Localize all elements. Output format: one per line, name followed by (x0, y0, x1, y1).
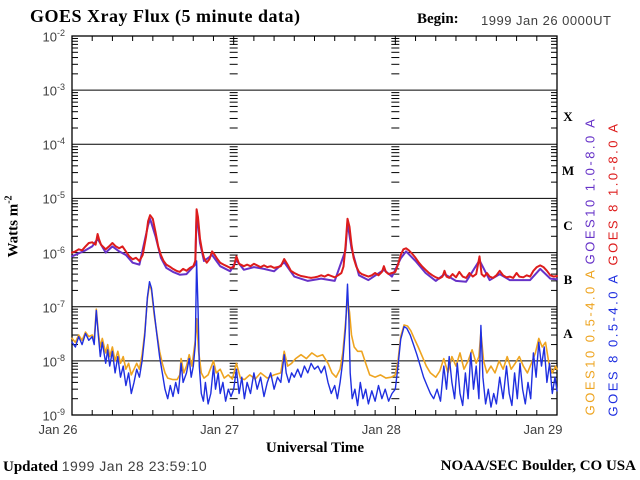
y-tick-label: 10-6 (42, 244, 65, 261)
y-tick-label: 10-2 (42, 28, 65, 45)
y-tick-label: 10-3 (42, 82, 65, 99)
legend-goes10-short: GOES10 0.5-4.0 A (582, 267, 598, 416)
x-axis-title: Universal Time (265, 440, 365, 456)
y-tick-label: 10-7 (42, 298, 65, 316)
trace-GOES-8-1-0-8-0-A (71, 208, 558, 280)
chart-title: GOES Xray Flux (5 minute data) (30, 6, 301, 26)
trace-GOES-8-0-5-4-0-A (71, 260, 558, 408)
credit-text: NOAA/SEC Boulder, CO USA (440, 458, 636, 474)
trace-GOES10-0-5-4-0-A (71, 283, 558, 381)
begin-value: 1999 Jan 26 0000UT (481, 13, 612, 28)
y-tick-label: 10-5 (42, 190, 65, 207)
y-axis-title: Watts m-2 (3, 195, 22, 258)
y-tick-label: 10-4 (42, 136, 65, 153)
x-tick-label: Jan 28 (361, 422, 401, 437)
flare-class-letter-X: X (563, 109, 573, 125)
x-tick-label: Jan 27 (200, 422, 240, 437)
updated-timestamp: Updated 1999 Jan 28 23:59:10 (3, 458, 208, 475)
y-tick-label: 10-8 (42, 352, 65, 370)
flare-class-letter-C: C (563, 217, 573, 233)
x-tick-label: Jan 29 (523, 422, 563, 437)
flare-class-letter-A: A (563, 325, 573, 341)
legend-goes8-short: GOES 8 0.5-4.0 A (605, 272, 621, 417)
flare-class-letter-M: M (561, 163, 575, 179)
y-tick-label: 10-9 (42, 407, 65, 424)
flare-class-letter-B: B (563, 271, 573, 287)
x-tick-label: Jan 26 (38, 422, 78, 437)
begin-label: Begin: (417, 11, 459, 27)
